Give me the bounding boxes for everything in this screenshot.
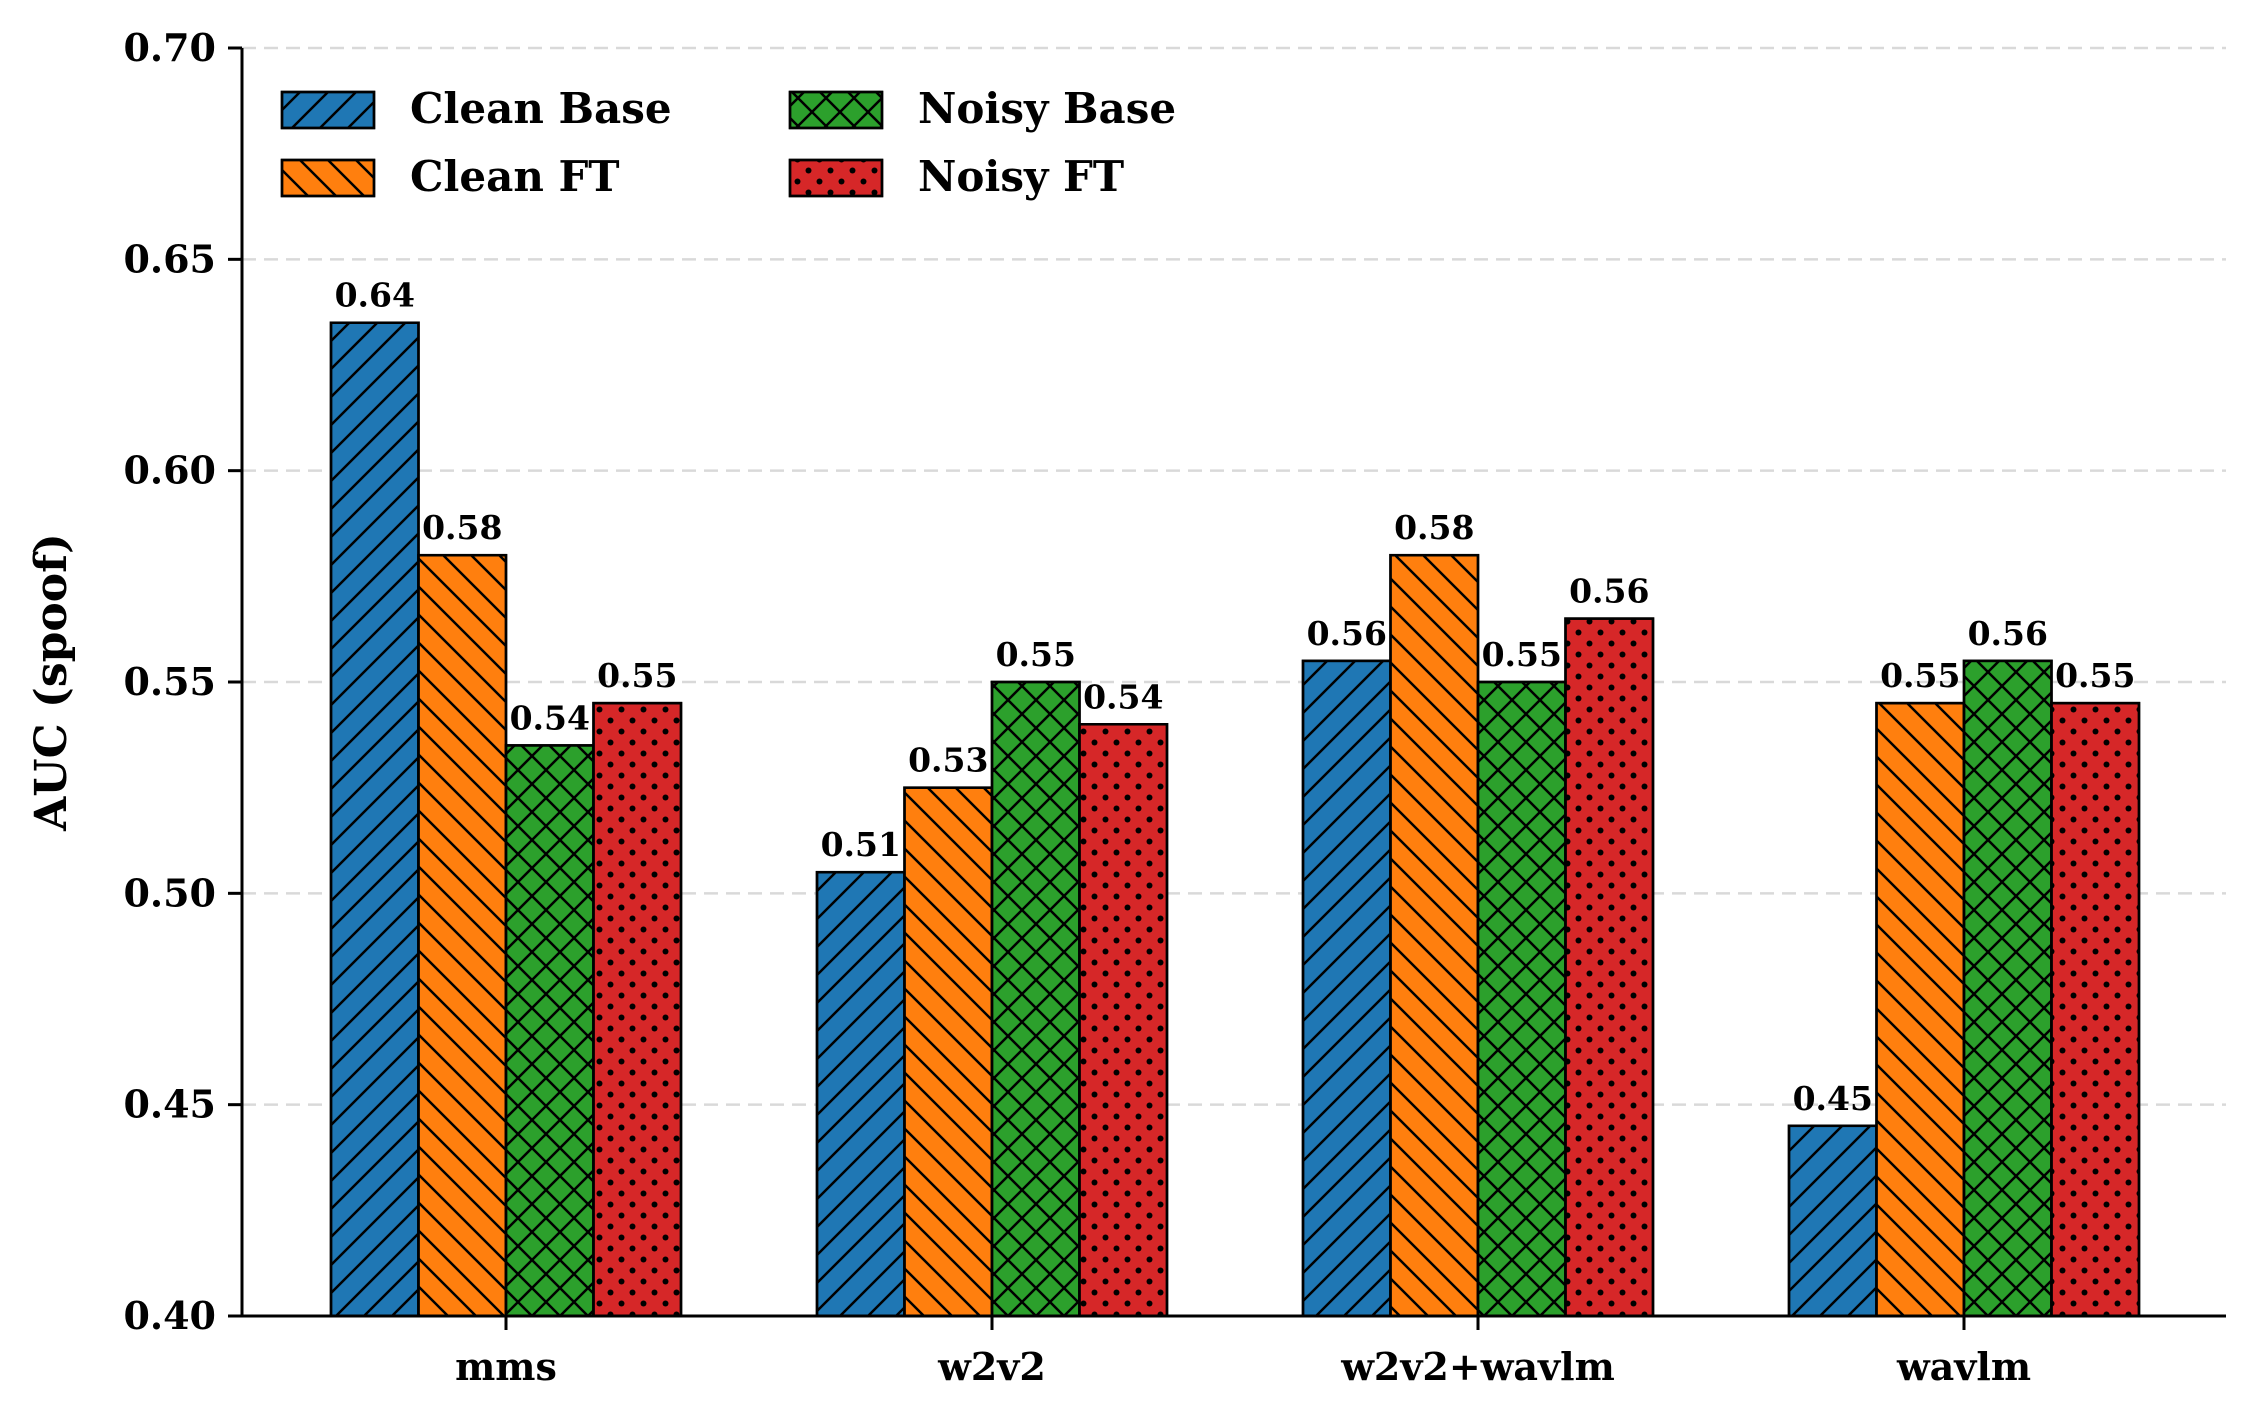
y-tick-label: 0.50 xyxy=(123,870,216,915)
y-tick-label: 0.55 xyxy=(123,659,216,704)
bar-value-label: 0.45 xyxy=(1793,1079,1873,1118)
y-tick-label: 0.60 xyxy=(123,448,216,493)
x-tick-label: mms xyxy=(455,1344,557,1389)
bar-value-label: 0.55 xyxy=(2055,656,2135,695)
bar-hatch xyxy=(815,870,906,1318)
bar-hatch xyxy=(1389,553,1480,1318)
legend-entry[interactable]: Clean Base xyxy=(280,84,672,133)
legend-label: Clean Base xyxy=(410,84,672,133)
bar-hatch xyxy=(1301,659,1392,1318)
bar-value-label: 0.55 xyxy=(996,635,1076,674)
bar-value-label: 0.55 xyxy=(597,656,677,695)
bar-hatch xyxy=(1078,723,1169,1318)
legend-label: Clean FT xyxy=(410,152,620,201)
bar-hatch xyxy=(2050,701,2141,1318)
legend-swatch-hatch xyxy=(788,90,884,130)
legend-entry[interactable]: Noisy FT xyxy=(788,152,1124,201)
bar-value-label: 0.54 xyxy=(1083,677,1163,716)
y-tick-label: 0.40 xyxy=(123,1293,216,1338)
x-tick-label: wavlm xyxy=(1896,1344,2031,1389)
legend-label: Noisy Base xyxy=(918,84,1176,133)
y-tick-label: 0.65 xyxy=(123,236,216,281)
y-tick-label: 0.45 xyxy=(123,1082,216,1127)
bar-hatch xyxy=(1564,617,1655,1318)
bar-value-label: 0.58 xyxy=(1394,508,1474,547)
y-axis-title: AUC (spoof) xyxy=(26,533,77,832)
bar-value-label: 0.56 xyxy=(1569,572,1649,611)
bar-hatch xyxy=(417,553,508,1318)
bar-hatch xyxy=(504,744,595,1318)
bar-value-label: 0.55 xyxy=(1482,635,1562,674)
bar-value-label: 0.51 xyxy=(821,825,901,864)
legend-swatch-hatch xyxy=(280,90,376,130)
bar-value-label: 0.58 xyxy=(422,508,502,547)
x-tick-label: w2v2+wavlm xyxy=(1340,1344,1615,1389)
bar-value-label: 0.56 xyxy=(1307,614,1387,653)
legend-entry[interactable]: Noisy Base xyxy=(788,84,1176,133)
bar-hatch xyxy=(1962,659,2053,1318)
bar-hatch xyxy=(1875,701,1966,1318)
bar-value-label: 0.55 xyxy=(1880,656,1960,695)
legend-label: Noisy FT xyxy=(918,152,1124,201)
bar-hatch xyxy=(1476,680,1567,1318)
bar-value-label: 0.64 xyxy=(335,276,415,315)
legend-entry[interactable]: Clean FT xyxy=(280,152,620,201)
x-tick-label: w2v2 xyxy=(937,1344,1046,1389)
bar-hatch xyxy=(903,786,994,1318)
bar-value-label: 0.53 xyxy=(908,741,988,780)
legend-swatch-hatch xyxy=(280,158,376,198)
bar-hatch xyxy=(329,321,420,1318)
legend-swatch-hatch xyxy=(788,158,884,198)
bar-hatch xyxy=(990,680,1081,1318)
y-tick-label: 0.70 xyxy=(123,25,216,70)
bar-hatch xyxy=(1787,1124,1878,1318)
bar-value-label: 0.54 xyxy=(510,698,590,737)
bar-value-label: 0.56 xyxy=(1968,614,2048,653)
bar-hatch xyxy=(592,701,683,1318)
